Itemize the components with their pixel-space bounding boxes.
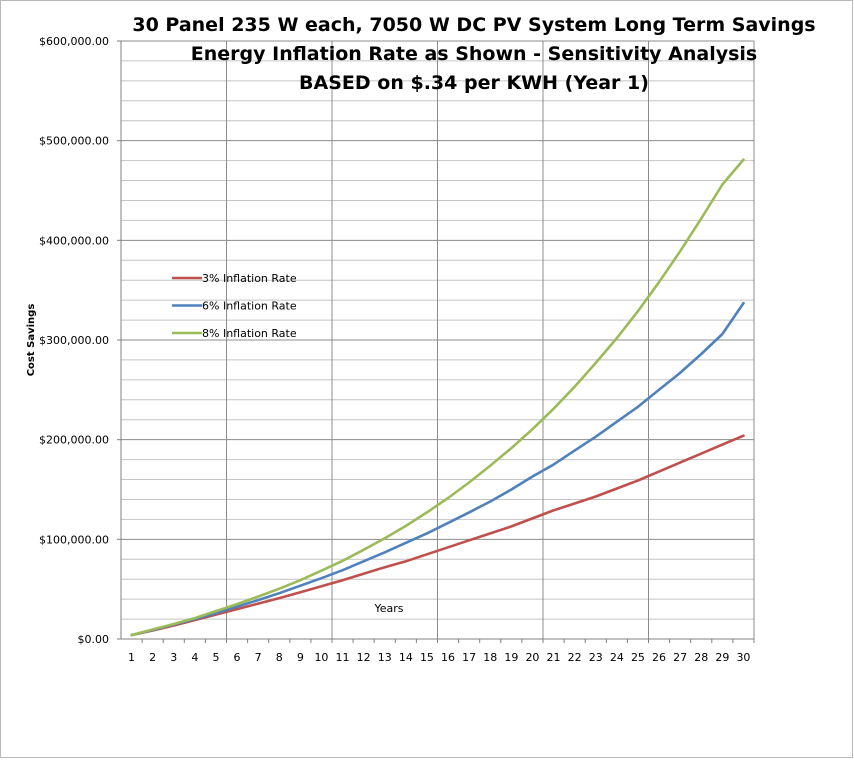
x-tick-label: 17 [462,651,476,664]
x-tick-label: 6 [234,651,241,664]
x-tick-label: 23 [589,651,603,664]
y-tick-label: $0.00 [78,633,110,646]
y-axis-title: Cost Savings [26,304,37,377]
x-tick-label: 14 [399,651,413,664]
x-tick-label: 26 [652,651,666,664]
axes: $0.00 $100,000.00 $200,000.00 $300,000.00 $4… [39,35,755,664]
y-tick-label: $200,000.00 [39,434,109,447]
x-tick-label: 30 [736,651,750,664]
y-tick-label: $100,000.00 [39,533,109,546]
x-tick-label: 24 [610,651,624,664]
x-tick-label: 1 [128,651,135,664]
x-tick-label: 15 [420,651,434,664]
x-tick-label: 22 [568,651,582,664]
y-tick-label: $600,000.00 [39,35,109,48]
chart-labels: 30 Panel 235 W each, 7050 W DC PV System… [26,14,816,615]
x-tick-label: 29 [715,651,729,664]
x-axis-title: Years [373,602,403,615]
x-tick-label: 5 [212,651,219,664]
x-tick-label: 19 [504,651,518,664]
x-tick-label: 25 [631,651,645,664]
chart-title-line-2: Energy Inflation Rate as Shown - Sensiti… [191,43,757,65]
x-tick-label: 28 [694,651,708,664]
legend-label-2: 6% Inflation Rate [202,300,297,313]
chart-title-line-1: 30 Panel 235 W each, 7050 W DC PV System… [132,14,815,36]
x-tick-label: 8 [276,651,283,664]
chart-title-line-3: BASED on $.34 per KWH (Year 1) [299,72,649,94]
series-lines [130,158,745,637]
x-tick-label: 20 [525,651,539,664]
legend: 3% Inflation Rate 6% Inflation Rate 8% Inf… [172,272,297,340]
x-tick-label: 13 [378,651,392,664]
y-tick-label: $300,000.00 [39,334,109,347]
y-tick-label: $400,000.00 [39,234,109,247]
x-tick-label: 2 [149,651,156,664]
gridlines [121,40,754,640]
x-tick-label: 18 [483,651,497,664]
x-tick-label: 21 [547,651,561,664]
series-line-2 [130,301,745,637]
x-tick-label: 12 [357,651,371,664]
series-line-3 [130,158,745,637]
x-tick-label: 9 [297,651,304,664]
x-tick-label: 10 [314,651,328,664]
series-line-1 [130,434,745,637]
x-tick-label: 7 [255,651,262,664]
x-tick-label: 3 [170,651,177,664]
x-tick-label: 16 [441,651,455,664]
legend-label-1: 3% Inflation Rate [202,272,297,285]
x-tick-label: 27 [673,651,687,664]
x-tick-label: 4 [191,651,198,664]
legend-label-3: 8% Inflation Rate [202,327,297,340]
x-tick-label: 11 [336,651,350,664]
y-tick-label: $500,000.00 [39,135,109,148]
